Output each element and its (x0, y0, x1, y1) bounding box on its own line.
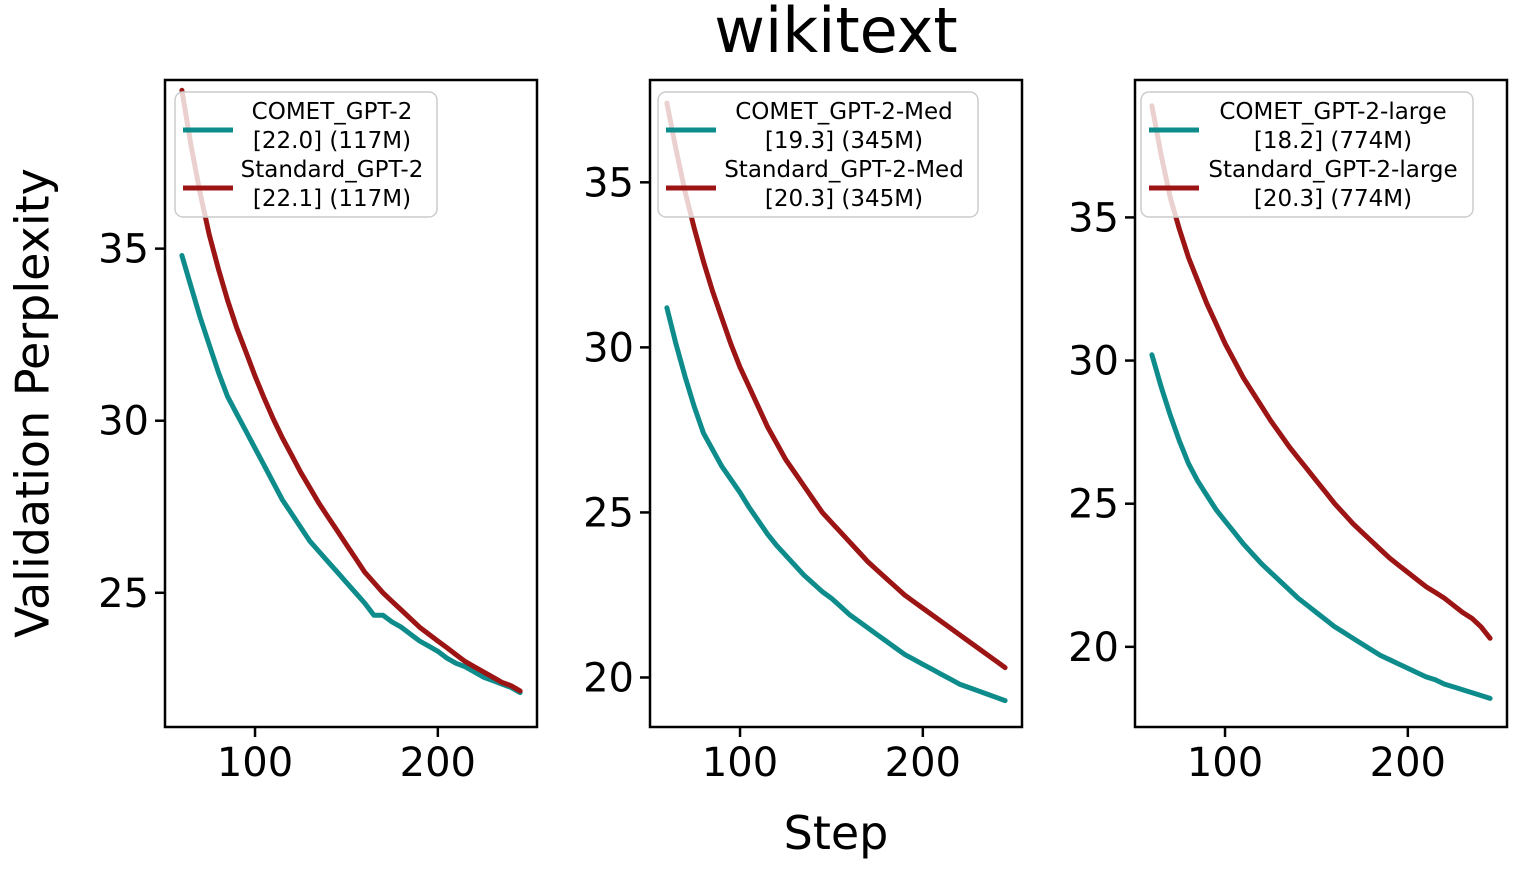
series-line-comet_gpt-2 (179, 253, 523, 696)
y-tick-label: 35 (583, 160, 634, 206)
x-tick-label: 100 (702, 740, 778, 786)
series-line-standard_gpt-2-med (664, 100, 1008, 671)
legend-label-name: Standard_GPT-2 (241, 157, 424, 183)
x-tick-label: 100 (217, 740, 293, 786)
legend-label-name: COMET_GPT-2-Med (735, 99, 953, 125)
panel-1: 100 200 25 30 35 COMET_GPT-2 [22.0] (117M) Stan… (98, 78, 539, 786)
y-tick-label: 20 (1068, 625, 1119, 671)
x-axis-label: Step (783, 806, 889, 860)
x-tick-label: 200 (885, 740, 961, 786)
legend: COMET_GPT-2 [22.0] (117M) Standard_GPT-2 [2… (174, 91, 438, 218)
panel-spines (163, 78, 539, 729)
y-tick-label: 30 (1068, 339, 1119, 385)
legend-label-value: [22.1] (117M) (253, 186, 411, 212)
y-tick-label: 30 (583, 325, 634, 371)
panel-2: 100 200 20 25 30 35 COMET_GPT-2-Med [19.3] (345… (583, 78, 1024, 786)
series-line-standard_gpt-2-large (1149, 103, 1493, 641)
series-line-comet_gpt-2-large (1149, 352, 1493, 701)
x-tick-label: 200 (400, 740, 476, 786)
x-tick-label: 100 (1187, 740, 1263, 786)
y-axis-label: Validation Perplexity (5, 168, 60, 638)
x-tick-label: 200 (1370, 740, 1446, 786)
legend-label-name: COMET_GPT-2-large (1219, 99, 1446, 125)
legend-label-name: COMET_GPT-2 (252, 99, 413, 125)
legend-box (657, 91, 979, 218)
legend: COMET_GPT-2-Med [19.3] (345M) Standard_GPT… (657, 91, 979, 218)
legend-label-name: Standard_GPT-2-Med (724, 157, 964, 183)
y-tick-label: 25 (98, 571, 149, 617)
y-tick-label: 20 (583, 655, 634, 701)
legend-label-name: Standard_GPT-2-large (1208, 157, 1457, 183)
series-line-standard_gpt-2 (179, 87, 523, 694)
panel-spines (1133, 78, 1509, 729)
legend: COMET_GPT-2-large [18.2] (774M) Standard_G… (1140, 91, 1474, 218)
legend-label-value: [18.2] (774M) (1254, 128, 1412, 154)
y-tick-label: 30 (98, 399, 149, 445)
series-line-comet_gpt-2-med (664, 305, 1008, 704)
legend-label-value: [20.3] (345M) (765, 186, 923, 212)
legend-label-value: [22.0] (117M) (253, 128, 411, 154)
y-tick-label: 35 (1068, 195, 1119, 241)
y-tick-label: 35 (98, 227, 149, 273)
legend-box (1140, 91, 1474, 218)
y-tick-label: 25 (583, 490, 634, 536)
legend-label-value: [20.3] (774M) (1254, 186, 1412, 212)
legend-box (174, 91, 438, 218)
panel-spines (648, 78, 1024, 729)
legend-label-value: [19.3] (345M) (765, 128, 923, 154)
y-tick-label: 25 (1068, 482, 1119, 528)
chart-title: wikitext (714, 0, 958, 67)
panel-3: 100 200 20 25 30 35 COMET_GPT-2-large [18.2] (7… (1068, 78, 1509, 786)
